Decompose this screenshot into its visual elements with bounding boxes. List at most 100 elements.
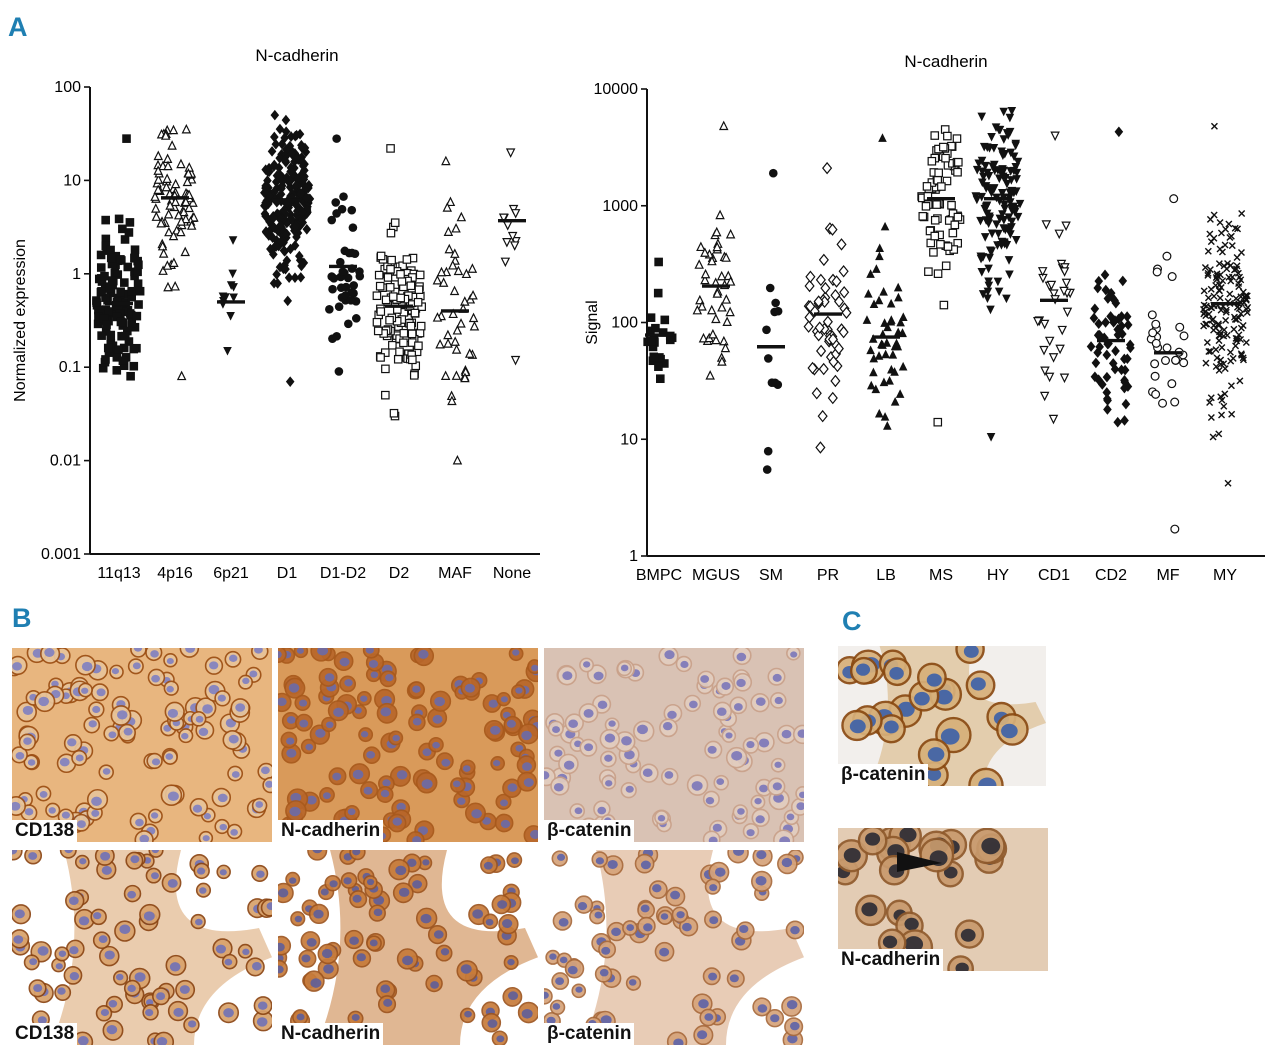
data-point [270,222,279,234]
data-point [939,142,948,152]
data-point [332,332,341,341]
data-point [871,384,881,394]
data-point [101,241,111,251]
data-point [1041,220,1052,230]
data-point [407,329,417,339]
panel-label-c: C [842,606,862,636]
micrograph-label: CD138 [12,1023,78,1045]
data-point [1233,316,1241,324]
data-point [1101,317,1110,328]
group-d2 [372,144,426,421]
data-point [335,257,345,267]
data-point [122,134,131,143]
data-point [888,349,898,359]
data-point [448,308,458,319]
data-point [1117,320,1126,332]
micrograph-c-bcatenin: β-catenin [838,646,1046,786]
data-point [763,446,773,456]
data-point [1169,194,1179,204]
data-point [1122,311,1132,322]
data-point [1213,354,1221,362]
data-point [1059,373,1070,384]
data-point [134,260,143,270]
chart-2: N-cadherin Signal 1 10 100 1000 10000 BMPC MGUS S… [584,52,1265,584]
data-point [432,274,443,285]
scatter-charts: N-cadherin Normalized expression 0.001 0.01… [12,46,1265,584]
data-point [921,201,931,211]
data-point [1126,342,1135,354]
micrograph-cd138-top: CD138 [12,648,272,842]
data-point [1044,372,1055,383]
data-point [1227,232,1235,240]
data-point [974,159,984,169]
data-point [120,235,130,244]
data-point [468,289,478,300]
data-point [994,229,1003,239]
data-point [468,312,479,323]
data-point [98,363,108,373]
data-point [186,173,197,184]
data-point [99,314,109,323]
data-point [879,377,889,387]
data-point [697,301,707,311]
data-point [285,175,295,187]
data-point [151,203,161,213]
data-point [267,146,277,157]
data-point [124,228,134,237]
data-point [334,302,344,311]
data-point [228,236,238,245]
data-point [445,196,456,207]
data-point [1044,336,1055,347]
data-point [101,234,111,244]
data-point [839,286,850,299]
data-point [507,231,518,242]
data-point [284,272,294,283]
data-point [270,131,279,143]
data-point [987,132,996,142]
data-point [1147,310,1157,320]
data-point [1059,267,1070,277]
x-tick-label: PR [817,567,839,584]
data-point [1033,317,1043,327]
data-point [408,355,417,365]
data-point [101,327,111,336]
data-point [725,276,736,286]
data-point [1050,131,1060,142]
data-point [186,220,197,230]
group-cd1 [1033,131,1075,425]
group-pr [803,161,852,454]
group-maf [432,155,480,465]
data-point [820,281,831,295]
data-point [898,361,908,371]
data-point [1221,241,1229,249]
group-sm [757,168,785,474]
data-point [994,287,1004,297]
data-point [698,332,709,343]
data-point [952,134,962,143]
data-point [830,374,841,388]
data-point [109,348,118,357]
x-tick-label: 6p21 [213,565,249,582]
data-point [124,337,134,346]
data-point [711,313,721,324]
data-point [161,181,172,192]
data-point [1242,291,1250,299]
data-point [112,366,122,375]
data-point [984,219,993,229]
data-point [447,395,457,406]
data-point [1179,331,1189,341]
data-point [922,182,932,191]
data-point [505,148,516,158]
group-hy [971,107,1025,442]
group-cd2 [1086,126,1135,428]
data-point [1162,251,1172,261]
data-point [1059,286,1069,297]
data-point [983,294,992,304]
group-4p16 [150,123,199,381]
data-point [325,304,334,314]
data-point [1227,261,1235,269]
data-point [1237,293,1245,301]
data-point [443,226,454,236]
data-point [658,328,668,337]
data-point [660,315,670,325]
